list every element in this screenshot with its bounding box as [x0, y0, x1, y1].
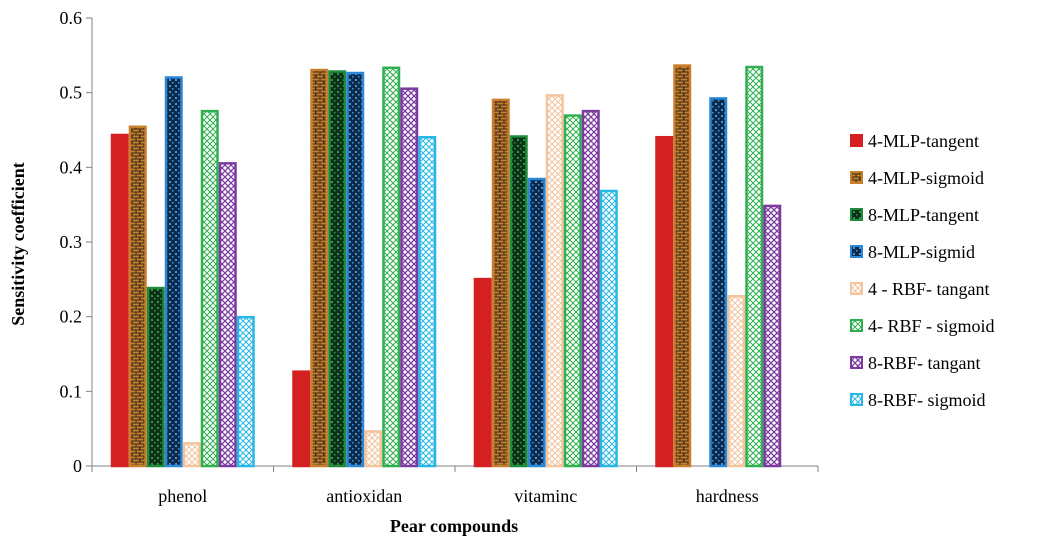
- y-tick-labels: 0 0.1 0.2 0.3 0.4 0.5 0.6: [60, 8, 92, 476]
- bar-1-1: [310, 68, 329, 468]
- legend-swatch: [850, 208, 863, 221]
- bar-3-1: [346, 71, 365, 468]
- x-tick-label: antioxidan: [326, 486, 402, 506]
- bar-6-2: [581, 109, 600, 468]
- legend-label: 8-RBF- sigmoid: [868, 390, 986, 410]
- bar-2-2: [509, 135, 528, 468]
- bar-1-3: [673, 64, 692, 468]
- bar-3-0: [164, 76, 183, 468]
- bar-6-1: [400, 87, 419, 468]
- legend-label: 4 - RBF- tangant: [868, 279, 990, 299]
- y-tick-label: 0.4: [60, 157, 83, 177]
- bar-5-3: [745, 65, 764, 468]
- bar-4-3: [727, 295, 746, 468]
- bar-7-0: [236, 315, 255, 468]
- bar-6-3: [763, 204, 782, 468]
- bar-series-group: [110, 64, 782, 468]
- bar-0-3: [655, 135, 674, 468]
- y-tick-label: 0.5: [60, 83, 83, 103]
- bar-4-2: [545, 94, 564, 468]
- y-tick-label: 0.3: [60, 232, 83, 252]
- bar-4-1: [364, 430, 383, 468]
- y-tick-label: 0.2: [60, 307, 83, 327]
- legend-label: 8-MLP-sigmid: [868, 242, 975, 262]
- y-tick-label: 0.6: [60, 8, 83, 28]
- legend-label: 4- RBF - sigmoid: [868, 316, 995, 336]
- legend-swatch: [850, 134, 863, 147]
- x-tick-label: phenol: [158, 486, 207, 506]
- bar-1-0: [128, 125, 147, 468]
- legend-swatch: [850, 282, 863, 295]
- legend-swatch: [850, 245, 863, 258]
- bar-5-1: [382, 66, 401, 468]
- legend-label: 8-RBF- tangant: [868, 353, 981, 373]
- bar-0-2: [473, 277, 492, 468]
- y-tick-label: 0: [73, 456, 82, 476]
- bar-6-0: [218, 162, 237, 468]
- bar-7-2: [599, 189, 618, 468]
- legend-label: 4-MLP-sigmoid: [868, 168, 984, 188]
- y-tick-label: 0.1: [60, 381, 83, 401]
- legend-swatch: [850, 319, 863, 332]
- x-axis-title: Pear compounds: [390, 516, 518, 536]
- bar-0-0: [110, 133, 129, 468]
- bar-5-0: [200, 109, 219, 468]
- bar-1-2: [491, 98, 510, 468]
- bar-7-1: [418, 135, 437, 468]
- bar-4-0: [182, 442, 201, 468]
- x-tick-labels: phenol antioxidan vitaminc hardness: [91, 466, 819, 506]
- legend-swatch: [850, 393, 863, 406]
- legend-swatch: [850, 356, 863, 369]
- x-tick-label: hardness: [696, 486, 759, 506]
- legend-label: 8-MLP-tangent: [868, 205, 979, 225]
- bar-0-1: [292, 370, 311, 468]
- y-axis-title: Sensitivity coefficient: [8, 162, 28, 325]
- bar-5-2: [563, 114, 582, 468]
- chart-legend: 4-MLP-tangent 4-MLP-sigmoid 8-MLP-tangent 8…: [850, 131, 995, 410]
- legend-swatch: [850, 171, 863, 184]
- legend-label: 4-MLP-tangent: [868, 131, 979, 151]
- bar-2-0: [146, 286, 165, 468]
- bar-3-2: [527, 177, 546, 468]
- bar-3-3: [709, 97, 728, 468]
- bar-2-1: [328, 70, 347, 468]
- x-tick-label: vitaminc: [514, 486, 577, 506]
